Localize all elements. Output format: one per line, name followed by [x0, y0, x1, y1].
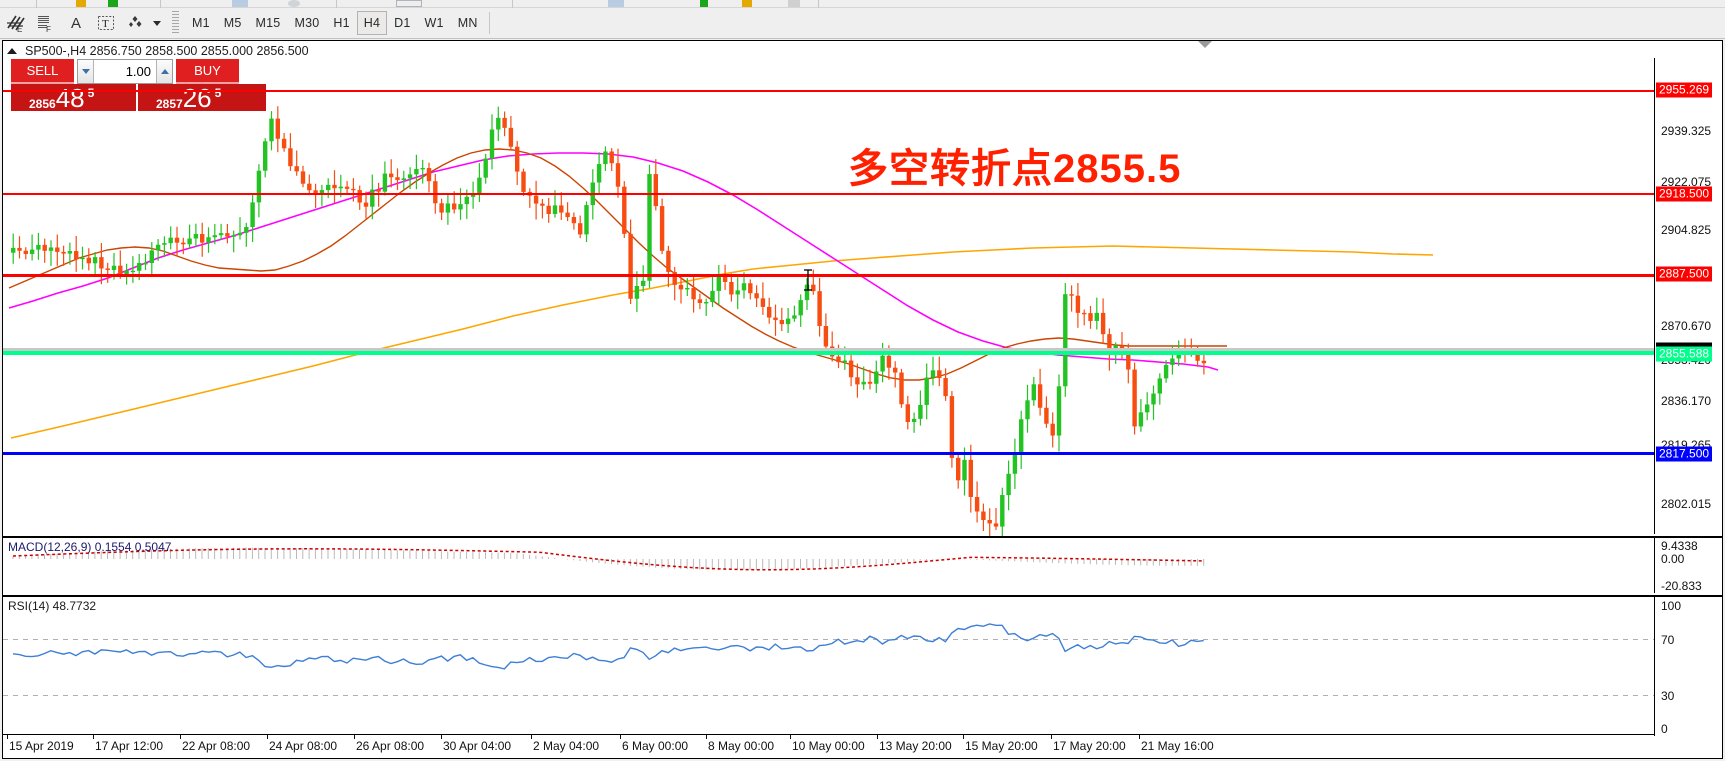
- time-label-13: 21 May 16:00: [1141, 739, 1214, 753]
- timeframe-m1[interactable]: M1: [192, 16, 210, 30]
- price-label-2955: 2955.269: [1656, 82, 1713, 98]
- volume-stepper[interactable]: 1.00: [77, 59, 173, 84]
- rsi-tick-0: 0: [1661, 722, 1668, 736]
- macd-series: [12, 547, 1205, 571]
- timeframe-mn[interactable]: MN: [457, 16, 478, 30]
- price-tick-2922: 2922.075: [1661, 175, 1712, 189]
- price-label-2855-current: 2855.588: [1656, 342, 1713, 362]
- macd-label: MACD(12,26,9) 0.1554 0.5047: [8, 540, 172, 554]
- svg-text:T: T: [102, 18, 109, 30]
- price-pane[interactable]: 多空转折点2855.5 2955.269 2939.325 2922.075 2…: [3, 58, 1722, 538]
- timeframe-w1[interactable]: W1: [424, 16, 444, 30]
- rsi-label: RSI(14) 48.7732: [8, 599, 97, 613]
- macd-tick-max: 9.4338: [1661, 539, 1698, 553]
- macd-pane[interactable]: MACD(12,26,9) 0.1554 0.5047 9.4338 0.00 …: [3, 536, 1722, 593]
- macd-axis[interactable]: 9.4338 0.00 -20.833: [1654, 538, 1722, 593]
- buy-button[interactable]: BUY: [176, 59, 239, 84]
- rsi-tick-100: 100: [1661, 599, 1682, 613]
- price-axis[interactable]: 2955.269 2939.325 2922.075 2918.500 2904…: [1654, 58, 1722, 534]
- timeframe-m5[interactable]: M5: [223, 16, 242, 30]
- sell-button[interactable]: SELL: [11, 59, 74, 84]
- grid-f-icon[interactable]: F: [32, 10, 60, 36]
- time-label-5: 30 Apr 04:00: [443, 739, 512, 753]
- timeframe-d1[interactable]: D1: [394, 16, 411, 30]
- chart-window[interactable]: SP500-,H4 2856.750 2858.500 2855.000 285…: [2, 40, 1723, 759]
- level-line-2955: [3, 90, 1654, 92]
- ma-slow-line: [10, 245, 1434, 439]
- time-label-4: 26 Apr 08:00: [356, 739, 425, 753]
- buy-price-pips: 26: [182, 84, 212, 111]
- time-label-2: 22 Apr 08:00: [182, 739, 251, 753]
- text-box-icon[interactable]: T: [92, 10, 120, 36]
- level-line-2918: [3, 193, 1654, 195]
- sell-price-display[interactable]: 2856 48 5: [11, 84, 138, 111]
- time-label-8: 8 May 00:00: [708, 739, 775, 753]
- buy-price-fraction: 5: [214, 86, 222, 100]
- time-label-10: 13 May 20:00: [879, 739, 952, 753]
- macd-tick-min: -20.833: [1661, 579, 1702, 593]
- rsi-level-30-line: [3, 695, 1654, 696]
- scroll-marker-icon: [1198, 41, 1212, 48]
- buy-price-whole: 2857: [156, 97, 183, 111]
- level-line-current-2855: [3, 351, 1654, 355]
- timeframe-m30[interactable]: M30: [294, 16, 320, 30]
- objects-icon[interactable]: [122, 10, 150, 36]
- quote-header: SP500-,H4 2856.750 2858.500 2855.000 285…: [7, 44, 309, 58]
- time-label-1: 17 Apr 12:00: [95, 739, 164, 753]
- text-label-icon[interactable]: A: [70, 14, 81, 32]
- time-axis[interactable]: 15 Apr 2019 17 Apr 12:00 22 Apr 08:00 24…: [3, 734, 1722, 758]
- volume-decrease-icon[interactable]: [78, 60, 94, 83]
- svg-text:E: E: [17, 25, 22, 33]
- price-label-2887: 2887.500: [1656, 266, 1713, 282]
- price-label-2817-support: 2817.500: [1656, 446, 1713, 462]
- price-tick-2802: 2802.015: [1661, 497, 1712, 511]
- time-label-6: 2 May 04:00: [533, 739, 600, 753]
- rsi-tick-70: 70: [1661, 633, 1675, 647]
- price-tick-2904: 2904.825: [1661, 223, 1712, 237]
- rsi-pane[interactable]: RSI(14) 48.7732 100 70 30 0: [3, 595, 1722, 736]
- quote-header-text: SP500-,H4 2856.750 2858.500 2855.000 285…: [25, 44, 309, 58]
- upper-toolbar-stub: [0, 0, 1725, 8]
- rsi-level-70-line: [3, 639, 1654, 640]
- rsi-series: [12, 623, 1204, 670]
- level-line-2887: [3, 274, 1654, 277]
- time-label-9: 10 May 00:00: [792, 739, 865, 753]
- price-tick-2870: 2870.670: [1661, 319, 1712, 333]
- chart-toolbar: E F A T: [0, 8, 1725, 39]
- timeframe-m15[interactable]: M15: [255, 16, 281, 30]
- chart-annotation: 多空转折点2855.5: [848, 147, 1182, 191]
- crosshair-e-icon[interactable]: E: [2, 10, 30, 36]
- volume-input[interactable]: 1.00: [94, 60, 156, 83]
- one-click-trading-panel[interactable]: SELL 1.00 BUY 2856 48 5 2857 26 5: [11, 59, 269, 111]
- sell-price-whole: 2856: [29, 97, 56, 111]
- rsi-tick-30: 30: [1661, 689, 1675, 703]
- expand-arrow-icon[interactable]: [7, 48, 17, 54]
- svg-text:F: F: [46, 25, 51, 33]
- rsi-axis[interactable]: 100 70 30 0: [1654, 597, 1722, 736]
- time-label-0: 15 Apr 2019: [9, 739, 74, 753]
- macd-tick-zero: 0.00: [1661, 552, 1685, 566]
- time-label-11: 15 May 20:00: [965, 739, 1038, 753]
- sell-price-fraction: 5: [87, 86, 95, 100]
- crosshair-cursor-icon: [804, 269, 812, 291]
- timeframe-h4[interactable]: H4: [356, 11, 388, 35]
- price-tick-2939: 2939.325: [1661, 124, 1712, 138]
- level-line-current-shadow: [3, 348, 1654, 351]
- timeframe-h1[interactable]: H1: [333, 16, 350, 30]
- time-label-7: 6 May 00:00: [622, 739, 689, 753]
- volume-increase-icon[interactable]: [156, 60, 172, 83]
- buy-price-display[interactable]: 2857 26 5: [138, 84, 266, 111]
- toolbar-drag-handle[interactable]: [172, 11, 179, 35]
- time-label-12: 17 May 20:00: [1053, 739, 1126, 753]
- time-label-3: 24 Apr 08:00: [269, 739, 338, 753]
- sell-price-pips: 48: [55, 84, 85, 111]
- price-label-2918: 2918.500: [1656, 186, 1713, 202]
- ma-fast-line: [8, 148, 1227, 381]
- chevron-down-icon[interactable]: [150, 10, 164, 36]
- price-tick-2836: 2836.170: [1661, 394, 1712, 408]
- level-line-2817: [3, 452, 1654, 455]
